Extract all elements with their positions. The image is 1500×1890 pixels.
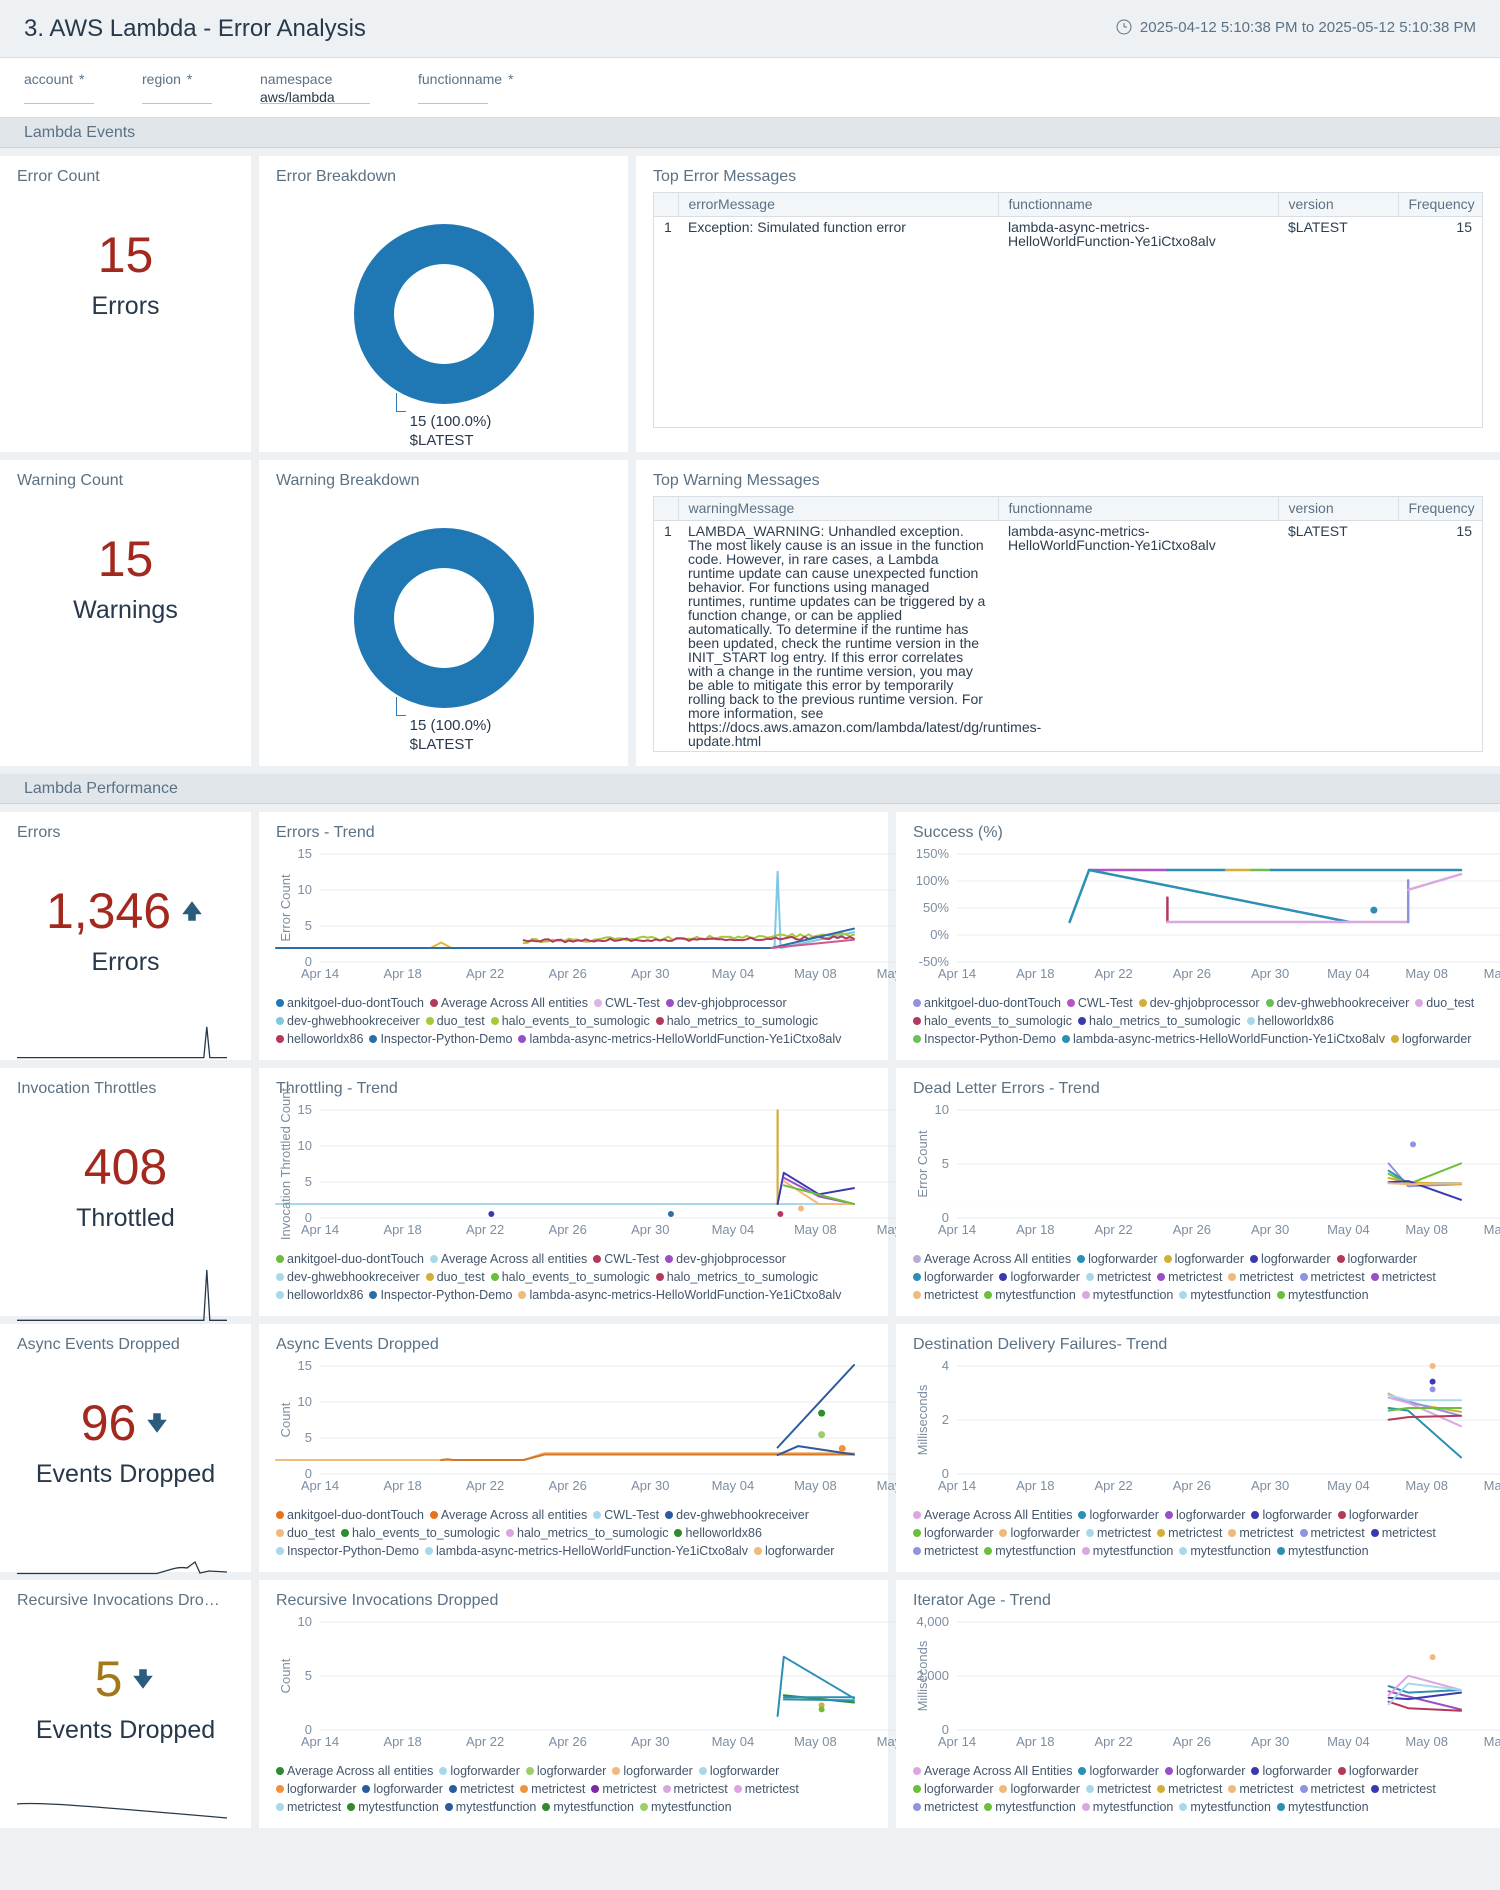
svg-text:May 04: May 04 (712, 1734, 755, 1749)
svg-text:May 04: May 04 (1327, 966, 1370, 981)
svg-text:Apr 14: Apr 14 (301, 1478, 339, 1493)
svg-text:May 04: May 04 (1327, 1478, 1370, 1493)
svg-text:100%: 100% (916, 873, 950, 888)
svg-text:0%: 0% (930, 927, 949, 942)
svg-text:150%: 150% (916, 846, 950, 861)
svg-text:Apr 26: Apr 26 (549, 1222, 587, 1237)
svg-text:5: 5 (942, 1156, 949, 1171)
svg-text:May 04: May 04 (712, 966, 755, 981)
svg-text:May 08: May 08 (794, 1734, 837, 1749)
svg-text:May 08: May 08 (794, 966, 837, 981)
svg-text:May 04: May 04 (1327, 1222, 1370, 1237)
svg-text:5: 5 (305, 1174, 312, 1189)
svg-text:Apr 30: Apr 30 (631, 1222, 669, 1237)
svg-text:Apr 22: Apr 22 (1094, 1478, 1132, 1493)
svg-text:15: 15 (298, 1102, 312, 1117)
svg-text:10: 10 (298, 1138, 312, 1153)
svg-text:Apr 22: Apr 22 (466, 1222, 504, 1237)
svg-text:Apr 18: Apr 18 (383, 1478, 421, 1493)
svg-text:Apr 26: Apr 26 (1173, 1478, 1211, 1493)
svg-text:May 12: May 12 (1484, 966, 1500, 981)
svg-text:Apr 30: Apr 30 (631, 1478, 669, 1493)
svg-text:Apr 30: Apr 30 (631, 1734, 669, 1749)
svg-text:May 12: May 12 (1484, 1222, 1500, 1237)
svg-text:Apr 18: Apr 18 (1016, 1478, 1054, 1493)
svg-text:May 12: May 12 (1484, 1734, 1500, 1749)
svg-text:5: 5 (305, 1668, 312, 1683)
svg-text:10: 10 (298, 882, 312, 897)
svg-text:May 08: May 08 (794, 1478, 837, 1493)
svg-text:Milliseconds: Milliseconds (915, 1640, 930, 1711)
svg-text:Apr 22: Apr 22 (1094, 1222, 1132, 1237)
svg-text:Apr 22: Apr 22 (466, 966, 504, 981)
svg-text:May 08: May 08 (1405, 1222, 1448, 1237)
svg-text:Apr 30: Apr 30 (1251, 966, 1289, 981)
svg-text:Apr 18: Apr 18 (383, 966, 421, 981)
svg-text:Apr 18: Apr 18 (383, 1222, 421, 1237)
svg-text:Apr 18: Apr 18 (383, 1734, 421, 1749)
svg-text:15: 15 (298, 1358, 312, 1373)
svg-text:Apr 14: Apr 14 (938, 1222, 976, 1237)
svg-text:Apr 14: Apr 14 (938, 1734, 976, 1749)
svg-text:Apr 14: Apr 14 (301, 966, 339, 981)
svg-text:May 08: May 08 (1405, 1478, 1448, 1493)
svg-text:Invocation Throttled Count: Invocation Throttled Count (278, 1087, 293, 1240)
svg-text:Apr 30: Apr 30 (631, 966, 669, 981)
svg-text:4: 4 (942, 1358, 949, 1373)
svg-text:Apr 30: Apr 30 (1251, 1222, 1289, 1237)
svg-text:Apr 30: Apr 30 (1251, 1734, 1289, 1749)
svg-text:Count: Count (278, 1402, 293, 1437)
svg-text:Error Count: Error Count (915, 1130, 930, 1198)
svg-text:May 08: May 08 (1405, 966, 1448, 981)
svg-text:Apr 22: Apr 22 (1094, 1734, 1132, 1749)
svg-text:5: 5 (305, 1430, 312, 1445)
svg-text:Apr 22: Apr 22 (466, 1478, 504, 1493)
svg-text:May 04: May 04 (1327, 1734, 1370, 1749)
svg-text:May 08: May 08 (1405, 1734, 1448, 1749)
svg-text:Apr 22: Apr 22 (466, 1734, 504, 1749)
svg-text:Apr 14: Apr 14 (301, 1734, 339, 1749)
svg-text:Count: Count (278, 1658, 293, 1693)
svg-text:Apr 22: Apr 22 (1094, 966, 1132, 981)
svg-text:10: 10 (935, 1102, 949, 1117)
svg-text:Apr 30: Apr 30 (1251, 1478, 1289, 1493)
svg-text:Error Count: Error Count (278, 874, 293, 942)
svg-text:15: 15 (298, 846, 312, 861)
svg-text:Apr 14: Apr 14 (301, 1222, 339, 1237)
svg-text:Apr 26: Apr 26 (1173, 1734, 1211, 1749)
svg-text:50%: 50% (923, 900, 949, 915)
svg-text:Apr 18: Apr 18 (1016, 1734, 1054, 1749)
svg-text:Apr 26: Apr 26 (549, 1478, 587, 1493)
svg-text:Apr 26: Apr 26 (1173, 966, 1211, 981)
svg-text:May 12: May 12 (1484, 1478, 1500, 1493)
svg-text:Milliseconds: Milliseconds (915, 1384, 930, 1455)
svg-text:10: 10 (298, 1394, 312, 1409)
svg-text:Apr 18: Apr 18 (1016, 1222, 1054, 1237)
svg-text:2: 2 (942, 1412, 949, 1427)
svg-text:May 04: May 04 (712, 1222, 755, 1237)
svg-text:Apr 26: Apr 26 (549, 966, 587, 981)
svg-text:Apr 26: Apr 26 (1173, 1222, 1211, 1237)
svg-text:10: 10 (298, 1614, 312, 1629)
svg-text:Apr 18: Apr 18 (1016, 966, 1054, 981)
svg-text:May 04: May 04 (712, 1478, 755, 1493)
svg-text:5: 5 (305, 918, 312, 933)
svg-text:Apr 26: Apr 26 (549, 1734, 587, 1749)
svg-text:Apr 14: Apr 14 (938, 966, 976, 981)
svg-text:4,000: 4,000 (916, 1614, 949, 1629)
svg-text:May 08: May 08 (794, 1222, 837, 1237)
svg-text:Apr 14: Apr 14 (938, 1478, 976, 1493)
